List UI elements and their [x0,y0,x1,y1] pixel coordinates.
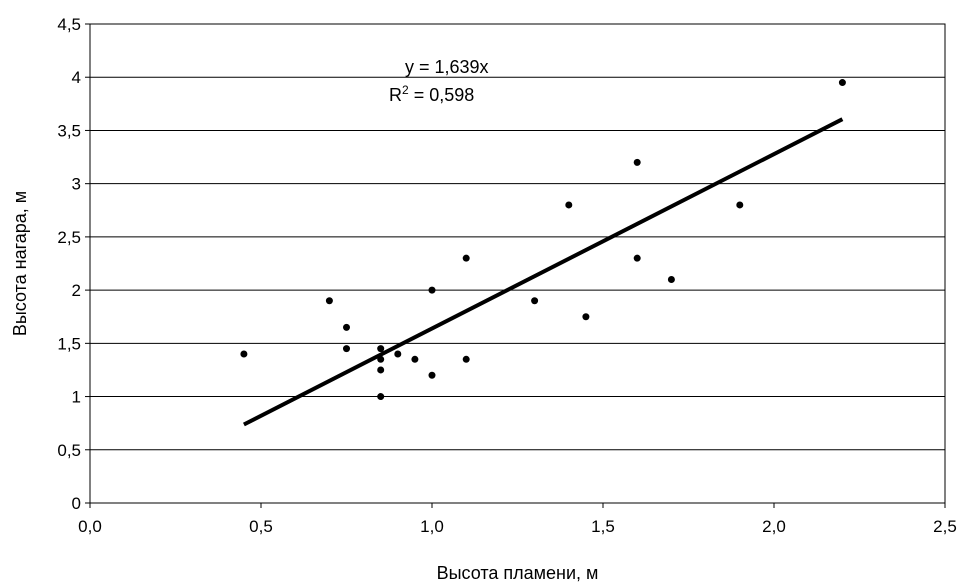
trendline [242,117,844,427]
data-point [394,350,402,358]
data-point [428,286,436,294]
data-point [343,323,350,331]
data-point [343,345,350,353]
y-axis: 0 0,5 1 1,5 2 2,5 3 3,5 4 4,5 [57,15,90,513]
x-tick-label: 0,5 [249,517,273,536]
y-tick-label: 4 [72,68,81,87]
r-squared-label: R2 = 0,598 [389,83,474,105]
data-point [582,313,590,321]
y-tick-label: 0 [72,494,81,513]
y-tick-label: 2 [72,281,81,300]
grid-lines [90,76,945,451]
y-axis-label: Высота нагара, м [10,191,30,336]
data-point [462,355,470,363]
data-point [411,355,419,363]
trendline-equation: y = 1,639x [405,57,489,77]
data-point [633,158,641,166]
data-point [462,254,470,262]
x-axis-label: Высота пламени, м [437,563,599,583]
data-point [838,79,846,87]
y-tick-label: 3 [72,175,81,194]
data-point [667,275,675,283]
data-point [240,350,248,358]
data-point [377,345,385,353]
data-point [377,366,385,374]
plot-frame [89,23,946,504]
r2-prefix: R [389,85,402,105]
x-tick-label: 0,0 [78,517,102,536]
data-point [633,254,641,262]
data-point [531,297,539,305]
y-tick-label: 3,5 [57,121,81,140]
y-tick-label: 4,5 [57,15,81,34]
y-tick-label: 2,5 [57,228,81,247]
y-tick-label: 1 [72,388,81,407]
r2-exponent: 2 [402,83,409,97]
x-tick-label: 1,5 [591,517,615,536]
data-point [428,371,436,379]
data-point [377,393,385,401]
y-tick-label: 0,5 [57,441,81,460]
data-point [565,201,573,209]
data-point [325,297,333,305]
data-point [736,201,744,209]
data-points [240,79,846,401]
x-tick-label: 2,5 [933,517,957,536]
r2-value: = 0,598 [409,85,475,105]
x-axis: 0,0 0,5 1,0 1,5 2,0 2,5 [78,503,957,536]
y-tick-label: 1,5 [57,334,81,353]
x-tick-label: 2,0 [762,517,786,536]
x-tick-label: 1,0 [420,517,444,536]
